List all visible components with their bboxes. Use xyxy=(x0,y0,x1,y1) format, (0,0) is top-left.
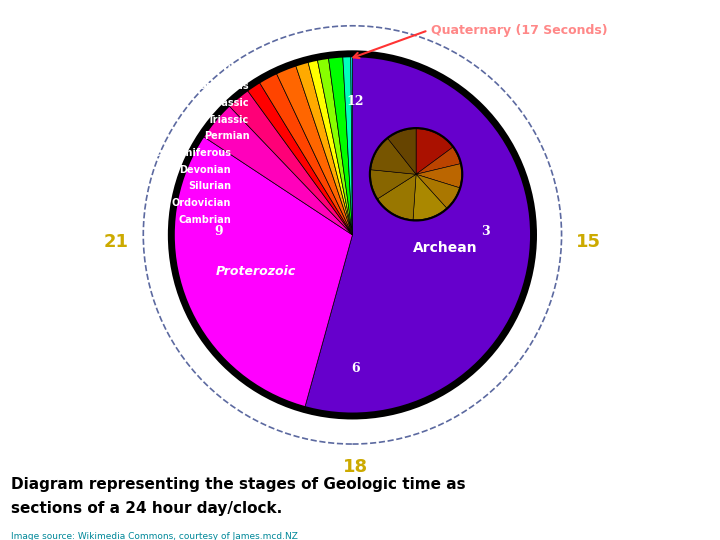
Text: 21: 21 xyxy=(104,233,128,252)
Wedge shape xyxy=(296,62,352,235)
Text: Proterozoic: Proterozoic xyxy=(216,265,296,278)
Wedge shape xyxy=(305,56,531,414)
Wedge shape xyxy=(371,170,416,199)
Wedge shape xyxy=(318,58,352,235)
Text: Cretaceous: Cretaceous xyxy=(188,82,249,91)
Text: Carboniferous: Carboniferous xyxy=(153,148,231,158)
Text: Quaternary (17 Seconds): Quaternary (17 Seconds) xyxy=(431,24,608,37)
Wedge shape xyxy=(229,90,352,235)
Wedge shape xyxy=(416,129,453,174)
Text: Silurian: Silurian xyxy=(188,181,231,191)
Text: 12: 12 xyxy=(347,95,364,108)
Text: 6: 6 xyxy=(351,362,360,375)
Text: Image source: Wikimedia Commons, courtesy of James.mcd.NZ: Image source: Wikimedia Commons, courtes… xyxy=(11,531,297,540)
Text: Tertiary: Tertiary xyxy=(207,63,249,73)
Wedge shape xyxy=(388,129,416,174)
Wedge shape xyxy=(259,73,352,235)
Wedge shape xyxy=(203,106,352,235)
Text: sections of a 24 hour day/clock.: sections of a 24 hour day/clock. xyxy=(11,501,282,516)
Text: 9: 9 xyxy=(215,225,223,238)
Text: Cambrian: Cambrian xyxy=(179,215,231,225)
Text: Diagram representing the stages of Geologic time as: Diagram representing the stages of Geolo… xyxy=(11,477,465,492)
Wedge shape xyxy=(371,139,416,174)
Wedge shape xyxy=(416,164,462,188)
Wedge shape xyxy=(416,174,459,208)
Text: Archean: Archean xyxy=(413,240,478,254)
Wedge shape xyxy=(378,174,416,220)
Wedge shape xyxy=(276,65,352,235)
Text: Permian: Permian xyxy=(204,131,249,141)
Wedge shape xyxy=(413,174,446,220)
Wedge shape xyxy=(308,59,352,235)
Wedge shape xyxy=(416,147,460,174)
Text: Devonian: Devonian xyxy=(179,165,231,175)
Text: Triassic: Triassic xyxy=(208,114,249,125)
Text: 18: 18 xyxy=(343,458,368,476)
Wedge shape xyxy=(351,56,352,235)
Text: 3: 3 xyxy=(482,225,490,238)
Wedge shape xyxy=(174,137,352,407)
Text: Jurassic: Jurassic xyxy=(207,98,249,108)
Wedge shape xyxy=(343,56,352,235)
Wedge shape xyxy=(247,82,352,235)
Text: 15: 15 xyxy=(576,233,601,252)
Text: Ordovician: Ordovician xyxy=(172,198,231,208)
Wedge shape xyxy=(328,56,352,235)
